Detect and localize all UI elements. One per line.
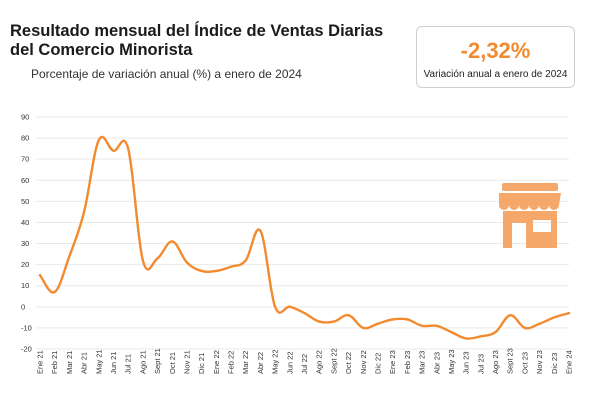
x-tick-label: Mar 23 — [418, 351, 427, 374]
kpi-card: -2,32% Variación anual a enero de 2024 — [416, 26, 575, 88]
kpi-value: -2,32% — [460, 38, 531, 63]
y-tick-label: 0 — [21, 302, 25, 311]
x-tick-label: Ene 21 — [36, 350, 45, 374]
y-tick-label: -10 — [21, 323, 32, 332]
x-tick-label: Sept 23 — [506, 348, 515, 374]
x-axis: Ene 21 Feb 21 Mar 21 Abr 21 May 21 Jun 21 Jul … — [36, 348, 574, 374]
chart-subtitle: Porcentaje de variación anual (%) a ener… — [31, 67, 302, 81]
data-point — [141, 259, 145, 262]
x-tick-label: Oct 22 — [344, 352, 353, 374]
data-point — [494, 330, 497, 334]
data-point — [509, 314, 512, 317]
data-point — [200, 269, 203, 273]
x-tick-label: Nov 22 — [359, 350, 368, 374]
data-point — [435, 324, 438, 327]
x-tick-label: Dic 22 — [373, 353, 382, 374]
data-point — [553, 316, 556, 319]
x-tick-label: Oct 23 — [520, 352, 529, 374]
data-point — [538, 322, 541, 325]
data-point — [97, 139, 100, 142]
data-point — [82, 210, 86, 214]
data-point — [303, 311, 306, 315]
data-point — [112, 149, 115, 152]
data-point — [38, 273, 42, 277]
y-tick-label: 60 — [21, 176, 29, 185]
data-point — [185, 261, 189, 264]
y-tick-label: 10 — [21, 281, 29, 290]
x-tick-label: Jul 21 — [124, 354, 133, 374]
x-tick-label: Ene 22 — [212, 350, 221, 374]
x-tick-label: Abr 21 — [80, 352, 89, 374]
data-point — [479, 335, 483, 338]
x-tick-label: Ago 22 — [315, 350, 324, 374]
data-point — [244, 259, 247, 262]
data-point — [332, 320, 336, 323]
x-tick-label: May 23 — [447, 349, 456, 374]
data-point — [406, 318, 409, 321]
x-tick-label: Oct 21 — [168, 352, 177, 374]
x-tick-label: Jun 22 — [285, 351, 294, 374]
x-tick-label: Nov 21 — [182, 350, 191, 374]
x-tick-label: Abr 22 — [256, 352, 265, 374]
x-tick-label: Ene 24 — [565, 350, 574, 374]
y-tick-label: 90 — [21, 113, 29, 122]
x-tick-label: Feb 22 — [227, 351, 236, 374]
x-tick-label: Ago 23 — [491, 350, 500, 374]
data-point — [464, 337, 468, 340]
data-point — [376, 322, 380, 325]
x-tick-label: Sept 22 — [329, 348, 338, 374]
data-point — [126, 147, 130, 150]
data-point — [523, 326, 527, 330]
x-tick-label: Jun 23 — [462, 351, 471, 374]
y-axis: -20 -10 0 10 20 30 40 50 60 70 80 90 — [21, 113, 32, 354]
data-point — [420, 324, 424, 327]
x-tick-label: Abr 23 — [432, 352, 441, 374]
data-point — [567, 311, 571, 315]
x-tick-label: Mar 22 — [241, 351, 250, 374]
data-point — [229, 265, 233, 268]
data-point — [171, 240, 174, 243]
data-point — [347, 314, 350, 317]
data-point — [53, 290, 56, 294]
x-tick-label: Jul 22 — [300, 354, 309, 374]
y-tick-label: 40 — [21, 218, 29, 227]
data-point — [288, 305, 292, 309]
data-point — [215, 269, 218, 273]
y-tick-label: 50 — [21, 197, 29, 206]
data-point — [391, 318, 394, 321]
x-tick-label: Feb 21 — [50, 351, 59, 374]
x-tick-label: Dic 21 — [197, 353, 206, 374]
x-tick-label: May 22 — [271, 349, 280, 374]
x-tick-label: Dic 23 — [550, 353, 559, 374]
x-tick-label: Sept 21 — [153, 348, 162, 374]
chart-title: Resultado mensual del Índice de Ventas D… — [10, 22, 384, 59]
data-point — [317, 320, 321, 323]
data-point — [450, 330, 453, 334]
y-tick-label: 80 — [21, 134, 29, 143]
series-line — [38, 135, 571, 340]
kpi-label: Variación anual a enero de 2024 — [423, 69, 568, 80]
y-tick-label: -20 — [21, 345, 32, 354]
y-tick-label: 70 — [21, 155, 29, 164]
data-point — [68, 255, 71, 258]
store-icon — [499, 183, 561, 248]
x-tick-label: Jul 23 — [476, 354, 485, 374]
data-point — [156, 257, 159, 260]
x-tick-label: Mar 21 — [65, 351, 74, 374]
data-point — [362, 326, 365, 330]
grid-lines — [36, 116, 569, 350]
x-tick-label: Feb 23 — [403, 351, 412, 374]
x-tick-label: Jun 21 — [109, 351, 118, 374]
x-tick-label: Ene 23 — [388, 350, 397, 374]
y-tick-label: 20 — [21, 260, 29, 269]
x-tick-label: Ago 21 — [138, 350, 147, 374]
x-tick-label: Nov 23 — [535, 350, 544, 374]
y-tick-label: 30 — [21, 239, 29, 248]
data-points — [38, 139, 571, 340]
data-point — [273, 305, 277, 309]
data-point — [259, 229, 262, 233]
x-tick-label: May 21 — [94, 349, 103, 374]
